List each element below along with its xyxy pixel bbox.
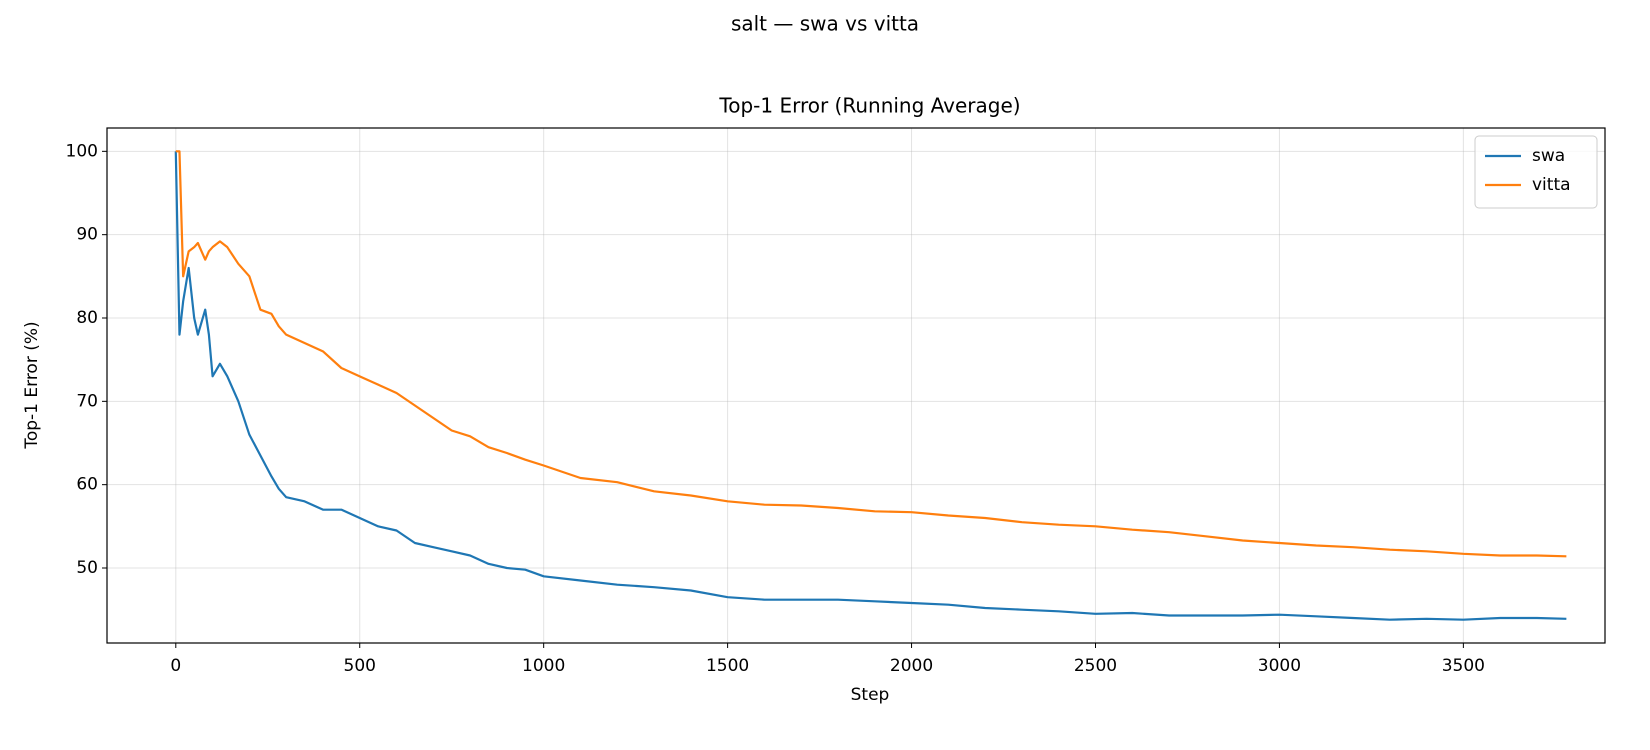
y-tick-label: 50: [76, 558, 98, 578]
suptitle: salt — swa vs vitta: [731, 12, 919, 36]
y-axis-label: Top-1 Error (%): [22, 321, 42, 449]
legend-label: vitta: [1532, 175, 1571, 195]
legend-box: [1474, 135, 1598, 209]
legend-label: swa: [1532, 146, 1565, 166]
x-tick-label: 1000: [522, 656, 565, 676]
series-line: [175, 150, 1567, 558]
x-tick-label: 2000: [890, 656, 933, 676]
series-line: [174, 151, 1567, 621]
x-axis-label: Step: [851, 685, 890, 705]
y-tick-label: 100: [66, 141, 98, 161]
y-tick-label: 80: [76, 308, 98, 328]
x-tick-label: 2500: [1074, 656, 1117, 676]
x-tick-label: 1500: [706, 656, 749, 676]
x-tick-label: 3000: [1258, 656, 1301, 676]
chart-title: Top-1 Error (Running Average): [718, 94, 1020, 118]
y-tick-label: 90: [76, 225, 98, 245]
x-tick-label: 500: [344, 656, 376, 676]
y-tick-label: 60: [76, 475, 98, 495]
axes-frame: [106, 127, 1606, 644]
x-tick-label: 0: [170, 656, 181, 676]
x-tick-label: 3500: [1442, 656, 1485, 676]
y-tick-label: 70: [76, 391, 98, 411]
